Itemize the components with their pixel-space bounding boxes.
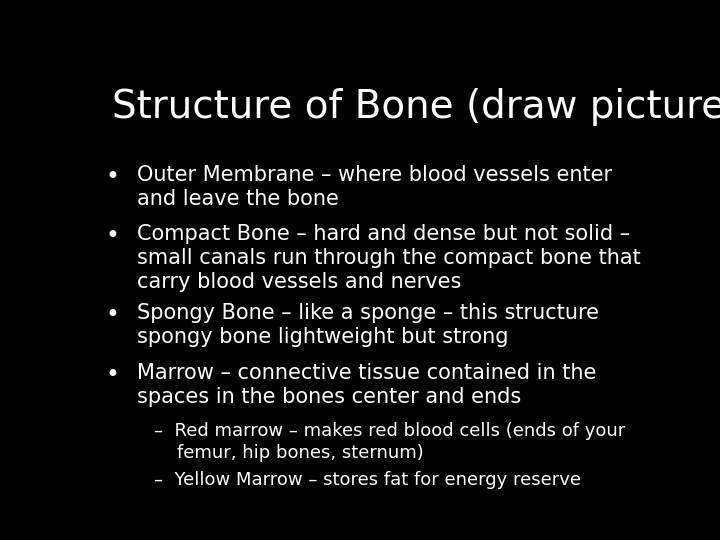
Text: Structure of Bone (draw picture): Structure of Bone (draw picture) — [112, 87, 720, 126]
Text: •: • — [105, 303, 120, 327]
Text: Spongy Bone – like a sponge – this structure
spongy bone lightweight but strong: Spongy Bone – like a sponge – this struc… — [138, 303, 600, 347]
Text: Outer Membrane – where blood vessels enter
and leave the bone: Outer Membrane – where blood vessels ent… — [138, 165, 613, 208]
Text: –  Yellow Marrow – stores fat for energy reserve: – Yellow Marrow – stores fat for energy … — [154, 471, 581, 489]
Text: •: • — [105, 363, 120, 387]
Text: •: • — [105, 165, 120, 188]
Text: Compact Bone – hard and dense but not solid –
small canals run through the compa: Compact Bone – hard and dense but not so… — [138, 224, 642, 292]
Text: •: • — [105, 224, 120, 248]
Text: Marrow – connective tissue contained in the
spaces in the bones center and ends: Marrow – connective tissue contained in … — [138, 363, 597, 407]
Text: –  Red marrow – makes red blood cells (ends of your
    femur, hip bones, sternu: – Red marrow – makes red blood cells (en… — [154, 422, 626, 462]
